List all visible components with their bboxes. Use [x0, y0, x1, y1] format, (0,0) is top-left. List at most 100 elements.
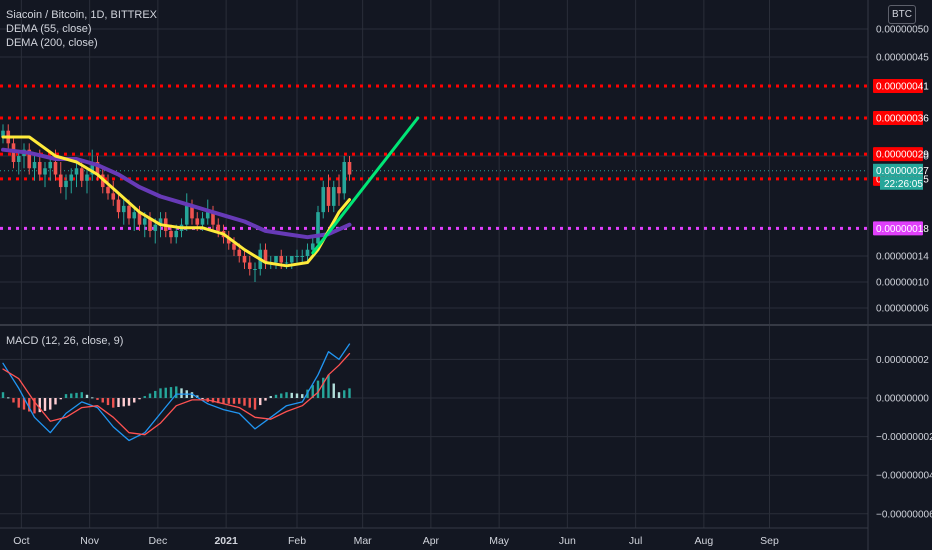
candle-body: [16, 156, 21, 162]
macd-histogram-bar: [264, 398, 267, 401]
macd-histogram-bar: [332, 383, 335, 398]
candle-body: [27, 149, 32, 169]
symbol-title[interactable]: Siacoin / Bitcoin, 1D, BITTREX: [6, 9, 157, 21]
legend-macd[interactable]: MACD (12, 26, close, 9): [6, 335, 124, 347]
candle-body: [95, 162, 100, 175]
time-axis-label: May: [489, 535, 510, 547]
candle-body: [300, 256, 305, 257]
candle-body: [347, 162, 352, 175]
time-axis-label: 2021: [214, 535, 238, 547]
macd-histogram-bar: [211, 398, 215, 403]
macd-axis-tick: 0.00000002: [876, 355, 929, 366]
macd-signal-line: [2, 352, 351, 436]
candle-body: [331, 187, 336, 206]
candle-body: [90, 162, 95, 175]
candle-body: [58, 174, 63, 188]
candle-body: [148, 218, 152, 231]
macd-histogram-bar: [138, 398, 141, 400]
macd-histogram-bar: [127, 398, 131, 406]
legend-dema-55[interactable]: DEMA (55, close): [6, 23, 92, 35]
macd-histogram-bar: [28, 398, 31, 412]
legend-dema-200[interactable]: DEMA (200, close): [6, 37, 98, 49]
candle-body: [289, 256, 294, 263]
candle-body: [48, 162, 53, 169]
candle-body: [226, 237, 231, 244]
candle-body: [111, 193, 116, 200]
time-axis-label: Apr: [423, 535, 440, 547]
current-price-badge: [873, 163, 923, 177]
macd-histogram-bar: [227, 398, 230, 404]
candle-body: [321, 187, 326, 213]
level-price-label: 0.00000041: [876, 82, 929, 93]
candle-body: [342, 162, 347, 194]
macd-axis-tick: −0.00000004: [876, 471, 932, 482]
macd-histogram-bar: [117, 398, 120, 408]
candle-body: [211, 212, 215, 225]
macd-histogram-bar: [7, 397, 10, 399]
price-axis-tick: 0.00000045: [876, 53, 929, 64]
candle-body: [279, 256, 284, 263]
time-axis-label: Jun: [559, 535, 576, 547]
time-axis-label: Jul: [629, 535, 642, 547]
macd-histogram-bar: [238, 398, 241, 404]
macd-histogram-bar: [85, 394, 89, 398]
level-price-badge: [873, 147, 923, 162]
dema-55-line: [1, 135, 351, 268]
level-price-badge: [873, 221, 923, 236]
level-price-label: 0.00000018: [876, 224, 929, 235]
candle-body: [295, 256, 299, 257]
macd-histogram-bar: [259, 398, 262, 406]
level-price-label: 0.00000029: [876, 150, 929, 161]
candle-body: [79, 168, 84, 181]
candle-body: [132, 212, 137, 219]
time-axis-label: Nov: [80, 535, 99, 547]
macd-histogram-bar: [201, 398, 204, 399]
macd-histogram-bar: [148, 393, 152, 398]
candle-body: [106, 187, 110, 194]
price-axis-tick: 0.00000014: [876, 252, 929, 263]
price-axis-tick: 0.00000006: [876, 304, 929, 315]
macd-histogram-bar: [164, 387, 167, 398]
macd-axis-tick: −0.00000006: [876, 509, 932, 520]
macd-histogram-bar: [143, 396, 146, 398]
macd-histogram-bar: [311, 385, 314, 398]
price-axis-tick: 0.00000010: [876, 278, 929, 289]
current-price-label: 0.00000027: [876, 166, 929, 177]
macd-histogram-bar: [190, 392, 194, 398]
macd-histogram-bar: [159, 388, 162, 398]
macd-histogram-bar: [274, 394, 278, 398]
candle-body: [1, 130, 5, 137]
candle-body: [337, 187, 341, 194]
candle-body: [263, 249, 268, 263]
candle-body: [69, 174, 74, 181]
candle-body: [74, 168, 79, 175]
macd-histogram-bar: [327, 374, 330, 398]
candle-body: [53, 162, 58, 175]
macd-histogram-bar: [1, 392, 5, 398]
candle-body: [169, 230, 173, 238]
candle-body: [121, 205, 126, 213]
macd-histogram-bar: [316, 380, 320, 398]
macd-histogram-bar: [133, 398, 136, 403]
macd-histogram-bar: [70, 393, 73, 398]
macd-histogram-bar: [64, 394, 68, 398]
candle-body: [116, 199, 121, 213]
macd-histogram-bar: [269, 396, 272, 398]
time-axis-label: Aug: [695, 535, 714, 547]
candle-body: [127, 205, 131, 219]
candle-body: [284, 262, 289, 264]
macd-histogram-bar: [75, 392, 78, 398]
currency-badge[interactable]: BTC: [888, 5, 916, 24]
candle-body: [232, 243, 236, 250]
macd-histogram-bar: [343, 390, 346, 398]
macd-histogram-bar: [243, 398, 246, 406]
candle-body: [37, 162, 42, 175]
macd-histogram-bar: [301, 394, 304, 398]
macd-histogram-bar: [180, 388, 183, 398]
macd-histogram-bar: [154, 390, 157, 398]
candle-body: [216, 224, 221, 231]
level-price-badge: [873, 111, 923, 125]
macd-histogram-bar: [96, 398, 99, 400]
time-axis-label: Oct: [13, 535, 29, 547]
